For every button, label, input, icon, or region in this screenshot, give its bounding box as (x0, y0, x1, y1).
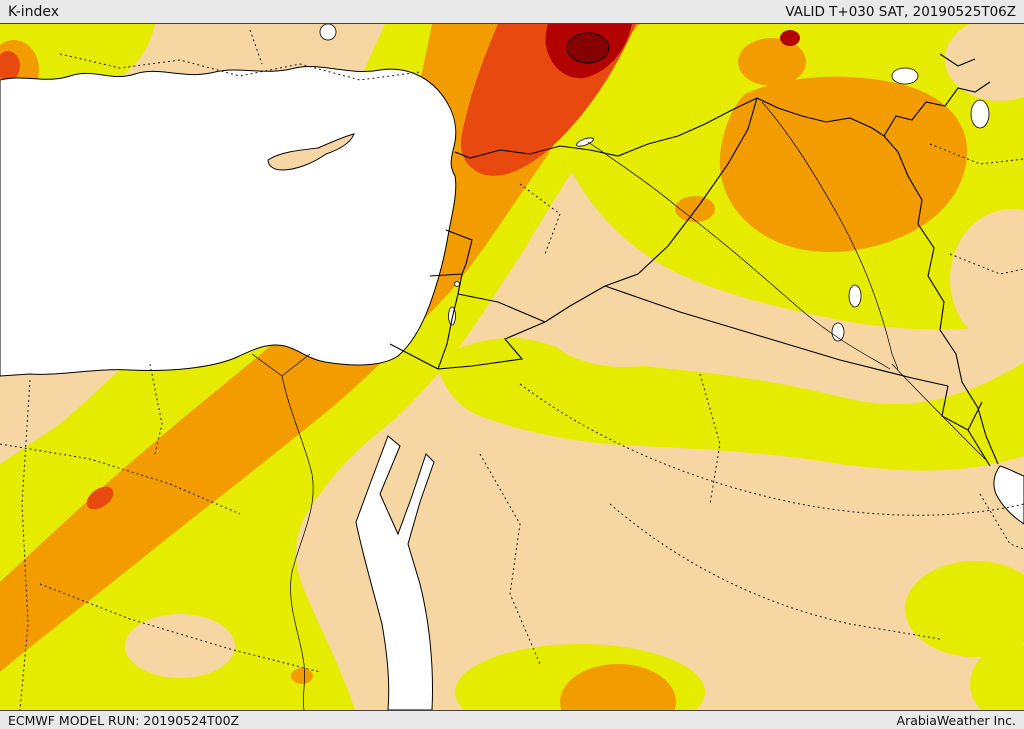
lake-tuz (319, 24, 337, 41)
kindex-region-red-egypt-spot (86, 486, 114, 510)
lake-razzaza (831, 322, 845, 342)
kindex-region-orange-south-center (560, 664, 676, 710)
sea-mediterranean (0, 65, 457, 377)
island-cyprus (267, 133, 355, 171)
lake-van (891, 67, 919, 85)
kindex-region-yellow-southeast-2 (970, 644, 1024, 710)
kindex-region-darkred-inner-core (566, 32, 610, 64)
country-borders-levant (389, 97, 758, 370)
kindex-region-orange-small-south (291, 668, 313, 684)
kindex-region-yellow-central-band (436, 337, 1024, 471)
lake-tharthar (848, 284, 862, 308)
kindex-region-low-patch-ne-corner (945, 24, 1024, 101)
kindex-region-yellow-southeast-1 (905, 561, 1024, 657)
sea-persian-gulf (993, 465, 1024, 525)
kindex-region-orange-northeast-iraq (719, 76, 968, 253)
header-bar: K-index VALID T+030 SAT, 20190525T06Z (0, 0, 1024, 24)
model-run-label: ECMWF MODEL RUN: 20190524T00Z (8, 712, 240, 728)
kindex-region-darkred-spot-top (780, 30, 800, 46)
kindex-region-low-patch-southwest (125, 614, 235, 678)
lake-assad (576, 137, 594, 147)
map-canvas (0, 24, 1024, 710)
kindex-region-orange-syria-spot (675, 196, 715, 222)
brand-label: ArabiaWeather Inc. (896, 712, 1016, 728)
footer-bar: ECMWF MODEL RUN: 20190524T00Z ArabiaWeat… (0, 710, 1024, 729)
kindex-region-low-patch-jordan (540, 271, 710, 367)
sea-of-galilee (454, 281, 460, 287)
kindex-region-low-patch-east-edge (950, 209, 1024, 349)
valid-time-label: VALID T+030 SAT, 20190525T06Z (785, 3, 1016, 20)
lake-urmia (970, 99, 990, 129)
country-borders-iraq-arabia (604, 135, 999, 467)
kindex-region-red-nw-corner-1 (0, 51, 20, 81)
kindex-region-orange-top-spot (738, 38, 806, 86)
rivers (251, 101, 986, 710)
kindex-map-svg (0, 24, 1024, 710)
sea-red-sea (355, 435, 435, 710)
map-parameter-title: K-index (8, 3, 60, 20)
